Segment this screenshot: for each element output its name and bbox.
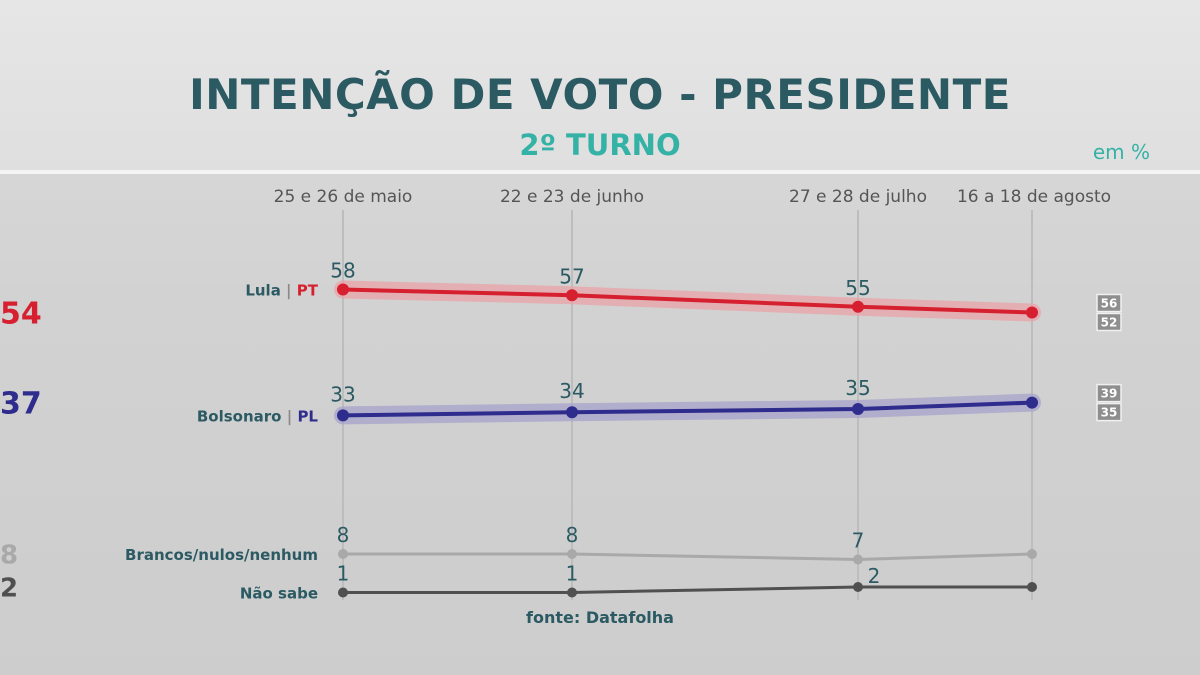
range-upper-box [1096, 383, 1122, 403]
chart-subtitle: 2º TURNO [519, 128, 681, 162]
data-point-brancos-nulos-nenhum [1027, 549, 1037, 559]
range-upper-lula: 56 [1101, 297, 1118, 311]
data-point-bolsonaro [337, 409, 349, 422]
unit-label: em % [1092, 140, 1150, 164]
range-lower-box [1096, 312, 1122, 332]
series-label-bolsonaro: Bolsonaro | PL [197, 407, 319, 426]
data-point-lula [852, 300, 864, 313]
range-lower-box [1096, 402, 1122, 422]
range-lower-lula: 52 [1101, 316, 1118, 330]
data-point-lula [566, 289, 578, 302]
final-value-lula: 54 [0, 296, 42, 331]
data-point-bolsonaro [852, 403, 864, 415]
data-point-nao-sabe [567, 587, 577, 598]
range-lower-bolsonaro: 35 [1101, 406, 1118, 420]
date-label: 27 e 28 de julho [789, 187, 927, 207]
data-label-nao-sabe: 2 [868, 564, 881, 588]
data-label-nao-sabe: 1 [566, 562, 579, 586]
final-value-brancos-nulos-nenhum: 8 [0, 540, 18, 570]
data-label-brancos-nulos-nenhum: 8 [337, 523, 350, 547]
date-label: 16 a 18 de agosto [957, 187, 1111, 207]
series-label-nao-sabe: Não sabe [240, 585, 318, 603]
date-label: 25 e 26 de maio [274, 187, 413, 207]
data-label-bolsonaro: 34 [559, 379, 584, 403]
data-point-nao-sabe [1027, 582, 1037, 592]
data-point-lula [337, 283, 349, 296]
data-label-nao-sabe: 1 [337, 562, 350, 586]
data-label-bolsonaro: 33 [330, 382, 355, 406]
date-label: 22 e 23 de junho [500, 187, 644, 207]
series-line-nao-sabe [343, 585, 1032, 594]
final-value-nao-sabe: 2 [0, 573, 18, 603]
series-label-lula: Lula | PT [245, 282, 318, 301]
data-point-bolsonaro [566, 406, 578, 419]
data-point-brancos-nulos-nenhum [853, 554, 863, 565]
data-point-brancos-nulos-nenhum [567, 549, 577, 559]
header-band [0, 0, 1200, 170]
data-point-nao-sabe [853, 582, 863, 592]
data-point-lula [1026, 306, 1038, 319]
series-line-lula [342, 287, 1033, 315]
chart-title: INTENÇÃO DE VOTO - PRESIDENTE [189, 70, 1011, 119]
data-label-brancos-nulos-nenhum: 7 [852, 529, 865, 553]
header-divider [0, 170, 1200, 174]
series-line-brancos-nulos-nenhum [343, 552, 1033, 561]
range-upper-box [1096, 293, 1122, 313]
source-label: fonte: Datafolha [526, 608, 674, 627]
data-point-brancos-nulos-nenhum [338, 549, 348, 559]
data-point-bolsonaro [1026, 396, 1038, 409]
series-label-brancos-nulos-nenhum: Brancos/nulos/nenhum [125, 546, 318, 564]
range-upper-bolsonaro: 39 [1101, 387, 1118, 401]
final-value-bolsonaro: 37 [0, 386, 42, 421]
series-line-bolsonaro [342, 400, 1033, 418]
data-label-lula: 58 [330, 259, 355, 283]
data-point-nao-sabe [338, 587, 348, 598]
data-label-bolsonaro: 35 [845, 376, 870, 400]
data-label-lula: 55 [845, 276, 870, 300]
data-label-lula: 57 [559, 264, 584, 288]
data-label-brancos-nulos-nenhum: 8 [566, 523, 579, 547]
